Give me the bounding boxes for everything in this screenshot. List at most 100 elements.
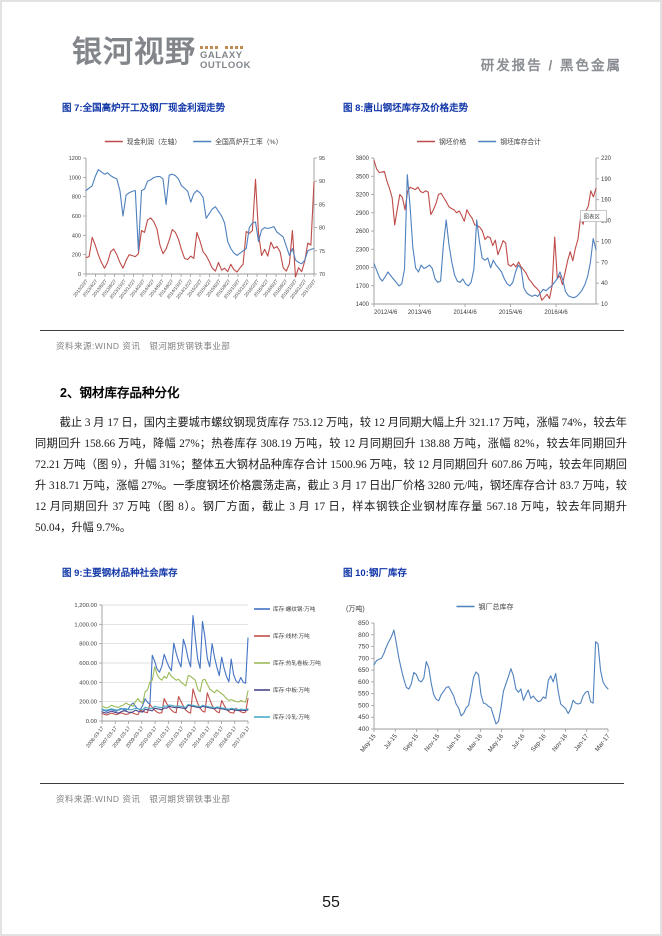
charts-row-2: 0.00 200.00 400.00 600.00 800.00 1,000.00 1,20… [56, 595, 624, 776]
svg-text:1400: 1400 [356, 302, 370, 308]
svg-text:2600: 2600 [356, 229, 370, 235]
figure-block-2: 图 9:主要钢材品种社会库存 图 10:钢厂库存 0.00 200.00 400.0… [40, 563, 624, 785]
svg-text:Sep-16: Sep-16 [530, 733, 548, 754]
svg-text:Nov-16: Nov-16 [551, 733, 569, 754]
svg-text:May-16: May-16 [487, 733, 506, 754]
caption-fig8: 图 8:唐山钢坯库存及价格走势 [343, 103, 469, 114]
report-type: 研发报告 [480, 58, 543, 73]
svg-text:1000: 1000 [69, 175, 81, 181]
svg-text:3800: 3800 [356, 156, 370, 162]
svg-text:Sep-15: Sep-15 [402, 733, 420, 754]
svg-text:1700: 1700 [356, 284, 370, 290]
svg-text:400.00: 400.00 [79, 681, 97, 687]
svg-text:2300: 2300 [356, 247, 370, 253]
svg-text:2014/4/6: 2014/4/6 [453, 310, 477, 316]
svg-text:160: 160 [601, 198, 612, 204]
svg-text:现金利润（左轴）: 现金利润（左轴） [127, 137, 181, 146]
logo-chinese-text: 银河视野 [72, 36, 196, 69]
galaxy-outlook-logo: 银河视野 GALAXY OUTLOOK [72, 38, 251, 72]
svg-text:全国高炉开工率（%）: 全国高炉开工率（%） [215, 137, 282, 146]
caption-fig9: 图 9:主要钢材品种社会库存 [62, 568, 178, 580]
svg-text:40: 40 [601, 281, 608, 287]
svg-text:800: 800 [72, 195, 81, 201]
svg-text:400: 400 [358, 726, 369, 733]
svg-text:0.00: 0.00 [86, 719, 97, 725]
caption-fig7: 图 7:全国高炉开工及钢厂现金利润走势 [62, 103, 226, 114]
svg-text:10: 10 [601, 302, 608, 308]
svg-text:Nov-15: Nov-15 [423, 733, 441, 754]
svg-text:70: 70 [601, 260, 608, 266]
report-category: 黑色金属 [560, 58, 622, 73]
svg-text:70: 70 [319, 272, 325, 278]
svg-text:Jan-16: Jan-16 [445, 733, 463, 753]
chart-social-inventory-by-product: 0.00 200.00 400.00 600.00 800.00 1,000.00 1,20… [56, 595, 340, 776]
svg-text:200.00: 200.00 [79, 700, 97, 706]
svg-text:90: 90 [319, 179, 325, 185]
svg-text:75: 75 [319, 249, 325, 255]
svg-text:600: 600 [358, 679, 369, 686]
svg-text:750: 750 [358, 644, 369, 651]
svg-text:库存:冷轧:万吨: 库存:冷轧:万吨 [273, 713, 310, 721]
svg-text:100: 100 [601, 239, 612, 245]
svg-text:400: 400 [72, 233, 81, 239]
svg-text:Mar-17: Mar-17 [594, 733, 612, 753]
svg-text:2012/4/6: 2012/4/6 [374, 310, 398, 316]
svg-text:700: 700 [358, 656, 369, 663]
svg-text:图表区: 图表区 [583, 213, 600, 221]
logo-en-line2: OUTLOOK [200, 60, 251, 72]
svg-text:500: 500 [358, 703, 369, 710]
svg-text:600: 600 [72, 214, 81, 220]
svg-text:650: 650 [358, 667, 369, 674]
svg-text:2015/4/6: 2015/4/6 [499, 310, 523, 316]
svg-text:550: 550 [358, 691, 369, 698]
chart-blast-furnace-operation-profit: 0 200 400 600 800 1000 1200 70 75 80 85 90 95 2013/2/… [56, 130, 340, 322]
report-type-label: 研发报告 / 黑色金属 [481, 54, 622, 74]
svg-text:库存:热轧卷板:万吨: 库存:热轧卷板:万吨 [273, 659, 321, 667]
svg-text:2000: 2000 [356, 266, 370, 272]
svg-text:钢坯库存合计: 钢坯库存合计 [500, 137, 541, 146]
svg-text:85: 85 [319, 202, 325, 208]
section-heading: 2、钢材库存品种分化 [60, 386, 180, 400]
svg-text:2013/4/6: 2013/4/6 [408, 310, 432, 316]
svg-text:850: 850 [358, 620, 369, 627]
svg-text:95: 95 [319, 156, 325, 162]
svg-text:2900: 2900 [356, 211, 370, 217]
svg-text:Jan-17: Jan-17 [573, 733, 591, 753]
source-note-2: 资料来源:WIND 资讯 银河期货钢铁事业部 [56, 794, 231, 805]
svg-text:800.00: 800.00 [79, 642, 97, 648]
svg-text:库存:螺纹钢:万吨: 库存:螺纹钢:万吨 [273, 605, 316, 613]
svg-text:80: 80 [319, 226, 325, 232]
chart-tangshan-billet-price-inventory: 1400 1700 2000 2300 2600 2900 3200 3500 3800 10 40… [340, 130, 624, 322]
svg-text:1200: 1200 [69, 156, 81, 162]
svg-text:库存:线材:万吨: 库存:线材:万吨 [273, 632, 310, 640]
svg-text:800: 800 [358, 632, 369, 639]
svg-text:Jul-16: Jul-16 [510, 733, 526, 751]
separator: / [548, 58, 555, 73]
figure-block-1: 图 7:全国高炉开工及钢厂现金利润走势 图 8:唐山钢坯库存及价格走势 0 200… [40, 98, 624, 331]
svg-text:220: 220 [601, 156, 612, 162]
caption-row-1: 图 7:全国高炉开工及钢厂现金利润走势 图 8:唐山钢坯库存及价格走势 [62, 98, 624, 116]
svg-text:钢坯价格: 钢坯价格 [439, 137, 466, 146]
svg-text:Mar-16: Mar-16 [466, 733, 484, 753]
svg-text:1,200.00: 1,200.00 [74, 603, 97, 609]
svg-text:Jul-15: Jul-15 [383, 733, 399, 751]
logo-accent-dots-icon [200, 46, 251, 49]
charts-row-1: 0 200 400 600 800 1000 1200 70 75 80 85 90 95 2013/2/… [56, 130, 624, 322]
svg-text:450: 450 [358, 715, 369, 722]
svg-text:May-15: May-15 [359, 733, 378, 754]
logo-english-text: GALAXY OUTLOOK [200, 46, 251, 72]
source-note-1: 资料来源:WIND 资讯 银河期货钢铁事业部 [56, 341, 231, 351]
svg-text:库存:中板:万吨: 库存:中板:万吨 [273, 686, 310, 694]
chart-steel-mill-inventory: 400 450 500 550 600 650 700 750 800 850 May-15 Jul-… [340, 595, 624, 776]
svg-text:600.00: 600.00 [79, 661, 97, 667]
page-number: 55 [322, 894, 340, 911]
svg-text:钢厂总库存: 钢厂总库存 [479, 602, 514, 611]
svg-text:0: 0 [78, 272, 81, 278]
svg-text:2016/4/6: 2016/4/6 [544, 310, 568, 316]
body-paragraph: 截止 3 月 17 日，国内主要城市螺纹钢现货库存 753.12 万吨，较 12… [35, 417, 627, 535]
svg-text:200: 200 [72, 253, 81, 259]
caption-fig10: 图 10:钢厂库存 [343, 568, 407, 580]
svg-text:3200: 3200 [356, 193, 370, 199]
page-header: 银河视野 GALAXY OUTLOOK 研发报告 / 黑色金属 [0, 0, 662, 74]
